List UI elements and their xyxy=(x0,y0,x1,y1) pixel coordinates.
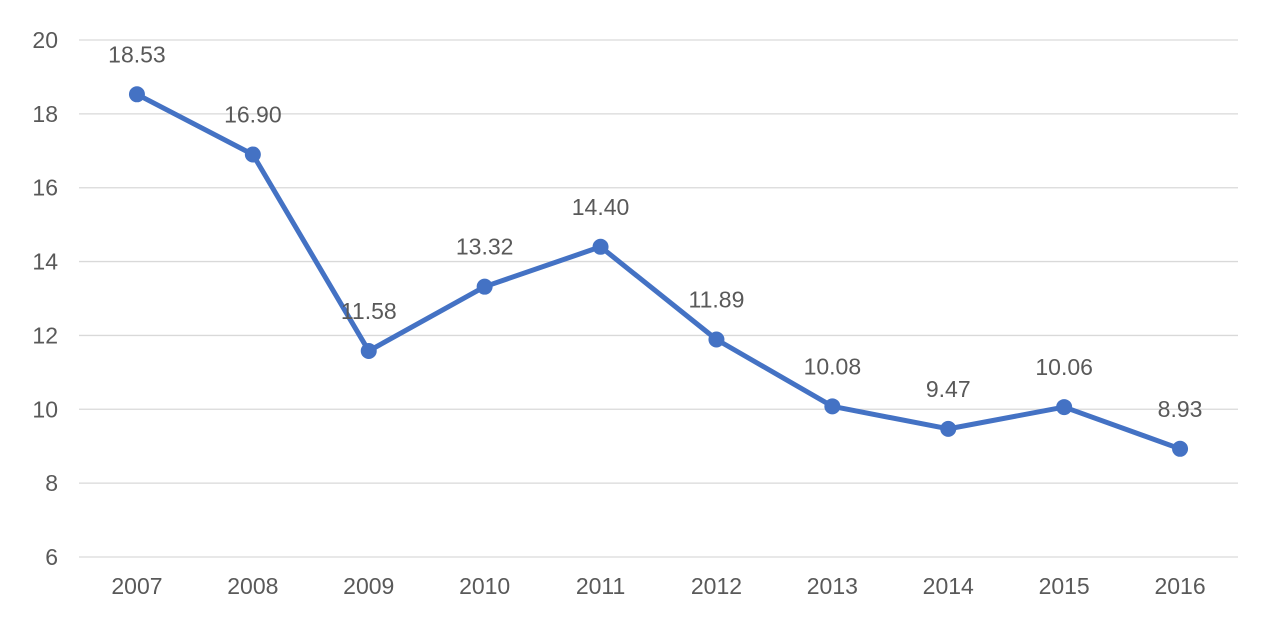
y-tick-label: 16 xyxy=(32,175,58,201)
x-axis: 2007 2008 2009 2010 2011 2012 2013 2014 2015 2016 xyxy=(111,573,1205,599)
data-label: 10.06 xyxy=(1035,354,1093,380)
data-label: 10.08 xyxy=(804,353,862,379)
data-point xyxy=(592,238,609,255)
x-tick-label: 2013 xyxy=(807,573,858,599)
x-tick-label: 2010 xyxy=(459,573,510,599)
data-label: 8.93 xyxy=(1158,396,1203,422)
y-tick-label: 12 xyxy=(32,322,58,348)
data-labels: 18.53 16.90 11.58 13.32 14.40 11.89 10.08 9.47 1… xyxy=(108,41,1202,422)
x-tick-label: 2011 xyxy=(576,573,625,599)
y-tick-label: 14 xyxy=(32,249,58,275)
data-point xyxy=(476,278,493,295)
data-label: 11.58 xyxy=(341,298,397,324)
x-tick-label: 2014 xyxy=(923,573,974,599)
data-point xyxy=(244,146,261,163)
y-tick-label: 20 xyxy=(32,27,58,53)
y-tick-label: 6 xyxy=(45,544,58,570)
x-tick-label: 2015 xyxy=(1039,573,1090,599)
y-tick-label: 10 xyxy=(32,396,58,422)
x-tick-label: 2016 xyxy=(1154,573,1205,599)
x-tick-label: 2012 xyxy=(691,573,742,599)
data-point xyxy=(708,331,725,348)
data-point xyxy=(360,342,377,359)
data-label: 16.90 xyxy=(224,101,282,127)
x-tick-label: 2009 xyxy=(343,573,394,599)
x-tick-label: 2008 xyxy=(227,573,278,599)
series-line xyxy=(134,91,1183,452)
data-label: 13.32 xyxy=(456,234,514,260)
data-point xyxy=(940,420,957,437)
data-point xyxy=(1056,399,1073,416)
data-label: 14.40 xyxy=(572,194,630,220)
data-point xyxy=(1172,440,1189,457)
data-series xyxy=(128,86,1189,457)
y-tick-label: 18 xyxy=(32,101,58,127)
data-point xyxy=(128,86,145,103)
data-label: 18.53 xyxy=(108,41,166,67)
x-tick-label: 2007 xyxy=(111,573,162,599)
data-point xyxy=(824,398,841,415)
data-label: 11.89 xyxy=(689,286,745,312)
y-axis: 6 8 10 12 14 16 18 20 xyxy=(32,27,58,570)
data-label: 9.47 xyxy=(926,376,971,402)
y-tick-label: 8 xyxy=(45,470,58,496)
